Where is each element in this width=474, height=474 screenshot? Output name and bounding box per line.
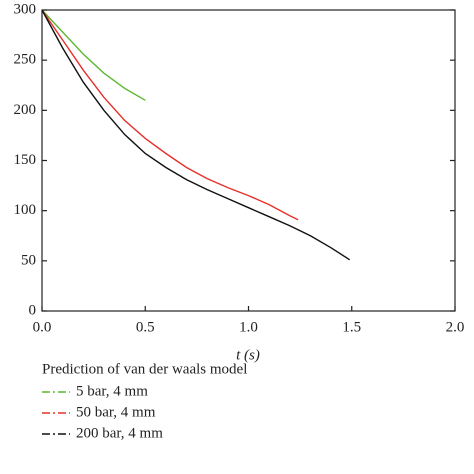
y-tick-label: 150 bbox=[14, 152, 37, 168]
x-tick-label: 2.0 bbox=[446, 319, 465, 335]
y-tick-label: 200 bbox=[14, 102, 37, 118]
legend-label: 200 bar, 4 mm bbox=[76, 425, 163, 441]
series-line bbox=[41, 9, 351, 261]
series-line bbox=[41, 9, 146, 101]
y-tick-label: 300 bbox=[14, 1, 37, 17]
legend-title: Prediction of van der waals model bbox=[42, 361, 247, 377]
x-axis-label: t (s) bbox=[236, 347, 260, 363]
y-tick-label: 0 bbox=[29, 302, 37, 318]
y-tick-label: 50 bbox=[21, 252, 36, 268]
plot-frame bbox=[41, 9, 456, 312]
y-tick-label: 250 bbox=[14, 52, 37, 68]
x-tick-label: 1.5 bbox=[342, 319, 361, 335]
legend-label: 50 bar, 4 mm bbox=[76, 404, 156, 420]
series-line bbox=[41, 9, 299, 221]
x-tick-label: 1.0 bbox=[239, 319, 258, 335]
legend-label: 5 bar, 4 mm bbox=[76, 383, 148, 399]
x-tick-label: 0.5 bbox=[136, 319, 155, 335]
y-tick-label: 100 bbox=[14, 202, 37, 218]
x-tick-label: 0.0 bbox=[33, 319, 52, 335]
